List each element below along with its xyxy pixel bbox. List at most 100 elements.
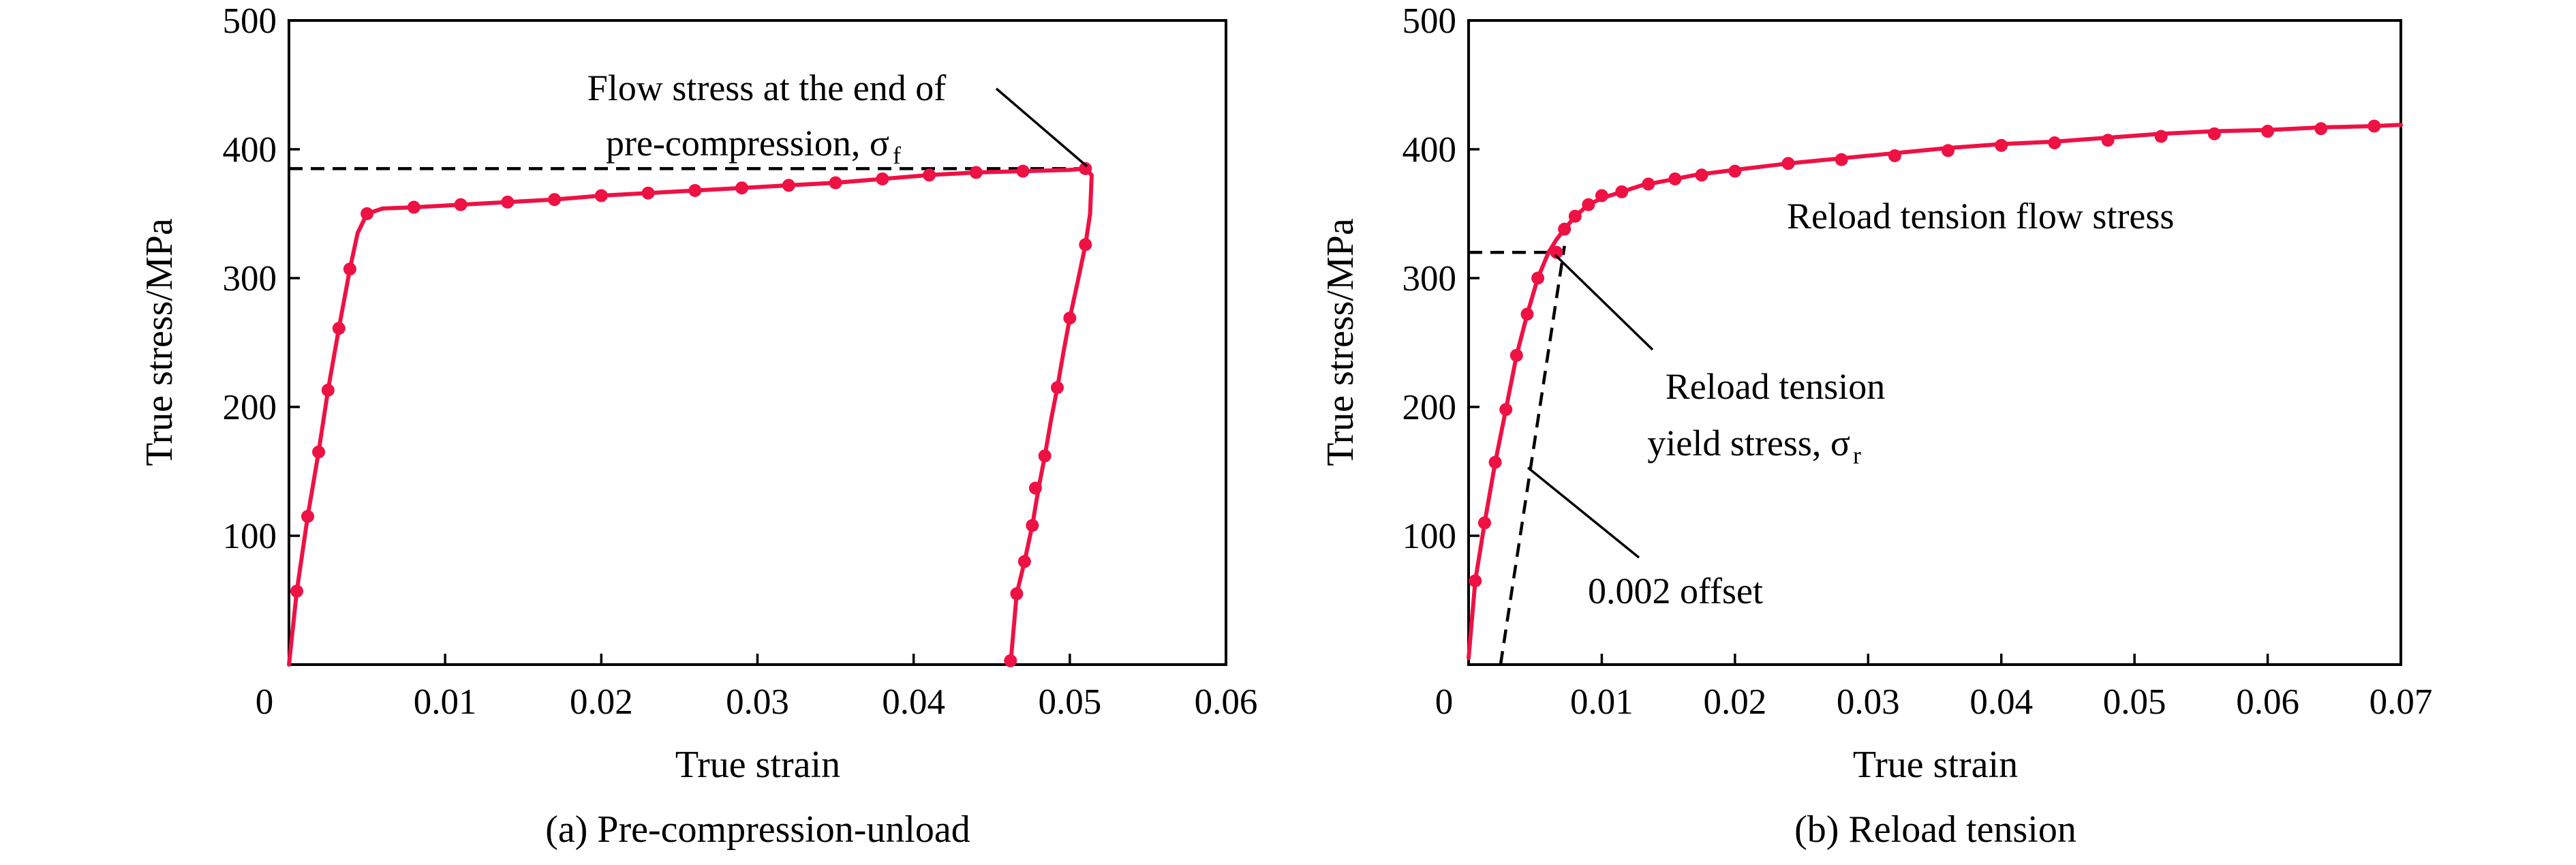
data-point	[1477, 516, 1491, 530]
panel-caption: (b) Reload tension	[1794, 808, 2076, 851]
y-axis-ticks: 100 200 300 400 500	[1402, 1, 1479, 556]
data-point	[1695, 168, 1708, 182]
data-point	[1942, 144, 1955, 157]
data-point	[1028, 481, 1042, 495]
x-tick-label: 0.04	[882, 682, 945, 722]
data-point	[1488, 455, 1502, 469]
panel-caption: (a) Pre-compression-unload	[545, 808, 970, 851]
stress-strain-series	[287, 166, 1094, 667]
guide-lines	[1469, 245, 1566, 665]
data-point	[312, 445, 326, 459]
data-point	[2207, 127, 2221, 140]
data-point	[735, 181, 749, 195]
data-point	[1509, 348, 1523, 362]
data-point	[1079, 238, 1092, 252]
y-tick-label: 100	[223, 517, 277, 556]
data-point	[1017, 555, 1031, 568]
annotation-flow-stress-subscript: f	[893, 142, 901, 169]
data-point	[2048, 136, 2061, 150]
x-tick-label: 0.01	[1570, 682, 1634, 722]
annotation-pointer-yield	[1554, 254, 1654, 351]
dashed-guide-line	[1499, 245, 1566, 665]
annotation-flow-stress-line2: pre-compression, σ	[606, 123, 889, 164]
data-point	[1520, 307, 1534, 321]
data-point	[1469, 574, 1482, 588]
data-point	[1016, 164, 1030, 178]
y-axis-title: True stress/MPa	[138, 218, 181, 466]
annotation-yield-stress-subscript: r	[1853, 442, 1861, 469]
x-tick-label: 0.05	[1038, 682, 1101, 722]
y-tick-label: 400	[223, 130, 277, 170]
y-axis-ticks: 100 200 300 400 500	[223, 1, 300, 556]
data-point	[876, 172, 889, 185]
y-tick-label: 500	[1402, 1, 1457, 41]
x-tick-label: 0.03	[1837, 682, 1900, 722]
data-point	[1781, 157, 1795, 170]
x-tick-label: 0.06	[1195, 682, 1258, 722]
x-tick-label: 0.04	[1969, 682, 2033, 722]
x-tick-label: 0.02	[570, 682, 633, 722]
x-axis-ticks: 0 0.01 0.02 0.03 0.04 0.05 0.06 0.07	[1435, 654, 2432, 722]
data-point	[2314, 122, 2328, 136]
data-point	[1051, 381, 1064, 395]
data-point	[1615, 185, 1629, 198]
x-axis-title: True strain	[675, 744, 840, 786]
data-point	[829, 176, 842, 189]
annotation-flow-stress: Reload tension flow stress	[1787, 196, 2174, 237]
y-axis-title: True stress/MPa	[1319, 218, 1362, 466]
data-point	[1595, 189, 1608, 202]
data-point	[1038, 449, 1052, 463]
data-point	[1079, 162, 1092, 175]
data-point	[1499, 403, 1513, 416]
x-tick-label: 0.02	[1703, 682, 1766, 722]
data-point	[1010, 587, 1024, 601]
data-point	[332, 322, 346, 335]
data-markers	[290, 162, 1092, 667]
data-point	[1642, 177, 1655, 191]
annotation-pointer-offset	[1527, 466, 1640, 559]
svg-text:True stress/MPa: True stress/MPa	[1319, 218, 1362, 466]
data-point	[321, 383, 335, 397]
data-point	[2367, 119, 2381, 133]
data-point	[301, 510, 314, 523]
svg-text:True stress/MPa: True stress/MPa	[138, 218, 181, 466]
y-tick-label: 200	[1402, 388, 1457, 427]
x-tick-label: 0.06	[2236, 682, 2299, 722]
data-point	[2261, 125, 2275, 138]
data-point	[290, 584, 303, 598]
data-point	[2101, 134, 2115, 147]
data-point	[2154, 130, 2168, 143]
data-point	[407, 200, 420, 214]
y-tick-label: 200	[223, 388, 277, 427]
data-point	[923, 168, 936, 182]
annotation-offset: 0.002 offset	[1588, 571, 1763, 611]
data-point	[1835, 153, 1848, 166]
data-point	[548, 193, 562, 207]
series-line	[287, 166, 1094, 667]
data-point	[1568, 209, 1582, 223]
data-point	[594, 189, 608, 202]
x-tick-label: 0.03	[726, 682, 789, 722]
data-point	[454, 198, 467, 211]
y-tick-label: 300	[223, 259, 277, 299]
data-point	[1728, 164, 1742, 178]
data-point	[501, 195, 515, 209]
y-tick-label: 500	[223, 1, 277, 41]
x-tick-label: 0	[1435, 682, 1454, 722]
data-point	[1582, 198, 1595, 211]
data-point	[343, 262, 356, 276]
panel-a-chart: 100 200 300 400 500 0 0.01 0.02 0.03 0.04 0.05 0.0…	[138, 1, 1257, 851]
data-point	[641, 186, 655, 200]
plot-frame	[1467, 19, 2402, 666]
data-point	[782, 179, 795, 192]
data-point	[1063, 312, 1077, 325]
annotation-flow-stress-line1: Flow stress at the end of	[587, 67, 946, 108]
data-point	[1995, 138, 2008, 152]
annotation-yield-stress-line2: yield stress, σ	[1647, 423, 1850, 464]
x-tick-label: 0	[256, 682, 274, 722]
data-point	[1004, 654, 1017, 667]
y-tick-label: 100	[1402, 517, 1457, 556]
x-tick-label: 0.01	[414, 682, 477, 722]
